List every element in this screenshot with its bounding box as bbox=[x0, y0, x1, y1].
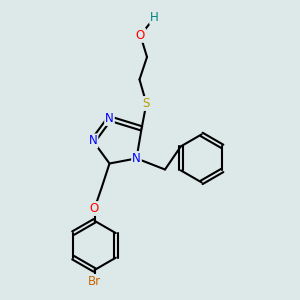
Text: Br: Br bbox=[88, 275, 101, 288]
Text: H: H bbox=[150, 11, 159, 24]
Text: N: N bbox=[105, 112, 114, 125]
Text: N: N bbox=[88, 134, 98, 148]
Text: O: O bbox=[90, 202, 99, 215]
Text: S: S bbox=[143, 97, 150, 110]
Text: N: N bbox=[132, 152, 141, 165]
Text: O: O bbox=[136, 29, 145, 42]
